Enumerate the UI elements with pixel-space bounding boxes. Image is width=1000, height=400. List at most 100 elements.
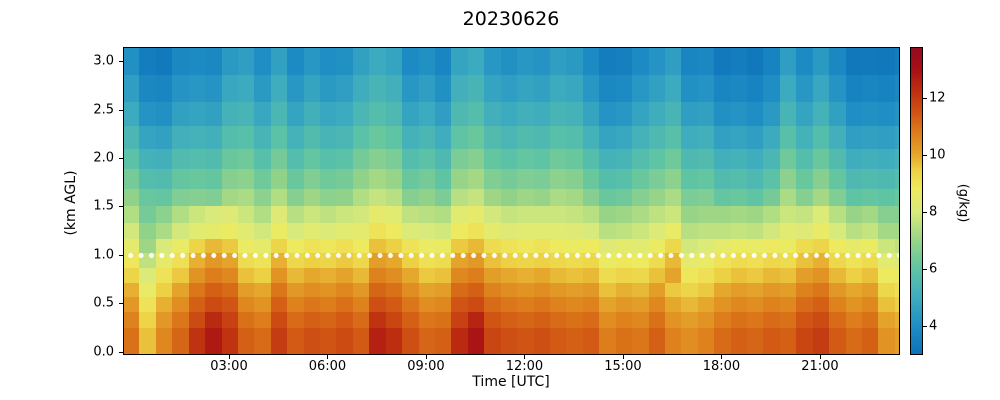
heatmap-cell [861,169,879,189]
heatmap-cell [336,148,353,170]
heatmap-cell [221,75,238,102]
heatmap-cell [763,267,780,283]
heatmap-cell [500,101,518,127]
heatmap-cell [812,238,830,254]
heatmap-cell [287,48,304,76]
heatmap-cell [221,267,238,283]
heatmap-cell [385,311,403,329]
heatmap-cell [254,48,271,76]
heatmap-cell [894,206,899,223]
heatmap-cell [566,101,583,127]
heatmap-cell [861,311,879,329]
heatmap-cell [664,282,682,298]
heatmap-cell [237,169,255,189]
heatmap-cell [861,238,879,254]
heatmap-cell [894,311,899,329]
heatmap-cell [467,169,485,189]
heatmap-cell [894,267,899,283]
heatmap-cell [878,126,895,149]
heatmap-cell [812,253,830,268]
y-tick-label: 2.0 [93,150,114,166]
heatmap-cell [812,267,830,283]
heatmap-cell [615,297,633,312]
heatmap-cell [845,238,862,254]
heatmap-cell [549,238,567,254]
heatmap-cell [500,328,518,354]
heatmap-cell [648,75,665,102]
heatmap-cell [500,222,518,239]
heatmap-cell [763,48,780,76]
heatmap-cell [632,267,649,283]
heatmap-cell [714,75,731,102]
heatmap-cell [829,297,846,312]
heatmap-cell [697,169,715,189]
heatmap-cell [730,188,748,207]
y-tick-label: 3.0 [93,53,114,69]
heatmap-cell [681,188,698,207]
heatmap-cell [418,297,436,312]
heatmap-row [124,148,899,170]
heatmap-cell [894,297,899,312]
heatmap-cell [648,169,665,189]
x-tick-mark [524,355,526,359]
heatmap-cell [139,297,156,312]
heatmap-cell [402,267,419,283]
heatmap-cell [730,267,748,283]
heatmap-cell [747,222,764,239]
heatmap-cell [861,48,879,76]
heatmap-cell [829,222,846,239]
heatmap-cell [582,238,600,254]
heatmap-cell [763,148,780,170]
heatmap-cell [566,148,583,170]
heatmap-cell [599,206,616,223]
heatmap-cell [697,328,715,354]
heatmap-cell [484,297,501,312]
heatmap-cell [747,297,764,312]
heatmap-cell [237,101,255,127]
heatmap-cell [402,126,419,149]
heatmap-cell [451,267,468,283]
heatmap-cell [369,253,386,268]
heatmap-cell [402,148,419,170]
heatmap-cell [599,282,616,298]
heatmap-cell [270,238,288,254]
heatmap-cell [533,126,550,149]
heatmap-cell [467,328,485,354]
heatmap-cell [566,169,583,189]
heatmap-cell [467,48,485,76]
heatmap-cell [172,222,189,239]
heatmap-cell [664,188,682,207]
heatmap-cell [221,188,238,207]
heatmap-cell [730,101,748,127]
heatmap-cell [779,126,797,149]
heatmap-cell [336,282,353,298]
heatmap-cell [237,222,255,239]
heatmap-cell [730,169,748,189]
heatmap-cell [124,282,140,298]
heatmap-cell [664,169,682,189]
heatmap-cell [533,48,550,76]
heatmap-cell [549,222,567,239]
x-tick-label: 12:00 [505,359,544,374]
heatmap-cell [172,311,189,329]
heatmap-cell [796,222,813,239]
heatmap-cell [484,238,501,254]
heatmap-cell [845,282,862,298]
heatmap-cell [894,169,899,189]
heatmap-cell [221,328,238,354]
heatmap-cell [582,206,600,223]
heatmap-cell [533,75,550,102]
heatmap-cell [829,282,846,298]
heatmap-cell [730,148,748,170]
heatmap-cell [139,222,156,239]
heatmap-cell [451,282,468,298]
heatmap-cell [467,238,485,254]
heatmap-cell [632,188,649,207]
heatmap-cell [451,126,468,149]
heatmap-cell [517,169,534,189]
heatmap-cell [139,188,156,207]
heatmap-cell [155,48,173,76]
heatmap-cell [205,148,222,170]
heatmap-cell [517,253,534,268]
colorbar-tick-mark [923,98,927,100]
